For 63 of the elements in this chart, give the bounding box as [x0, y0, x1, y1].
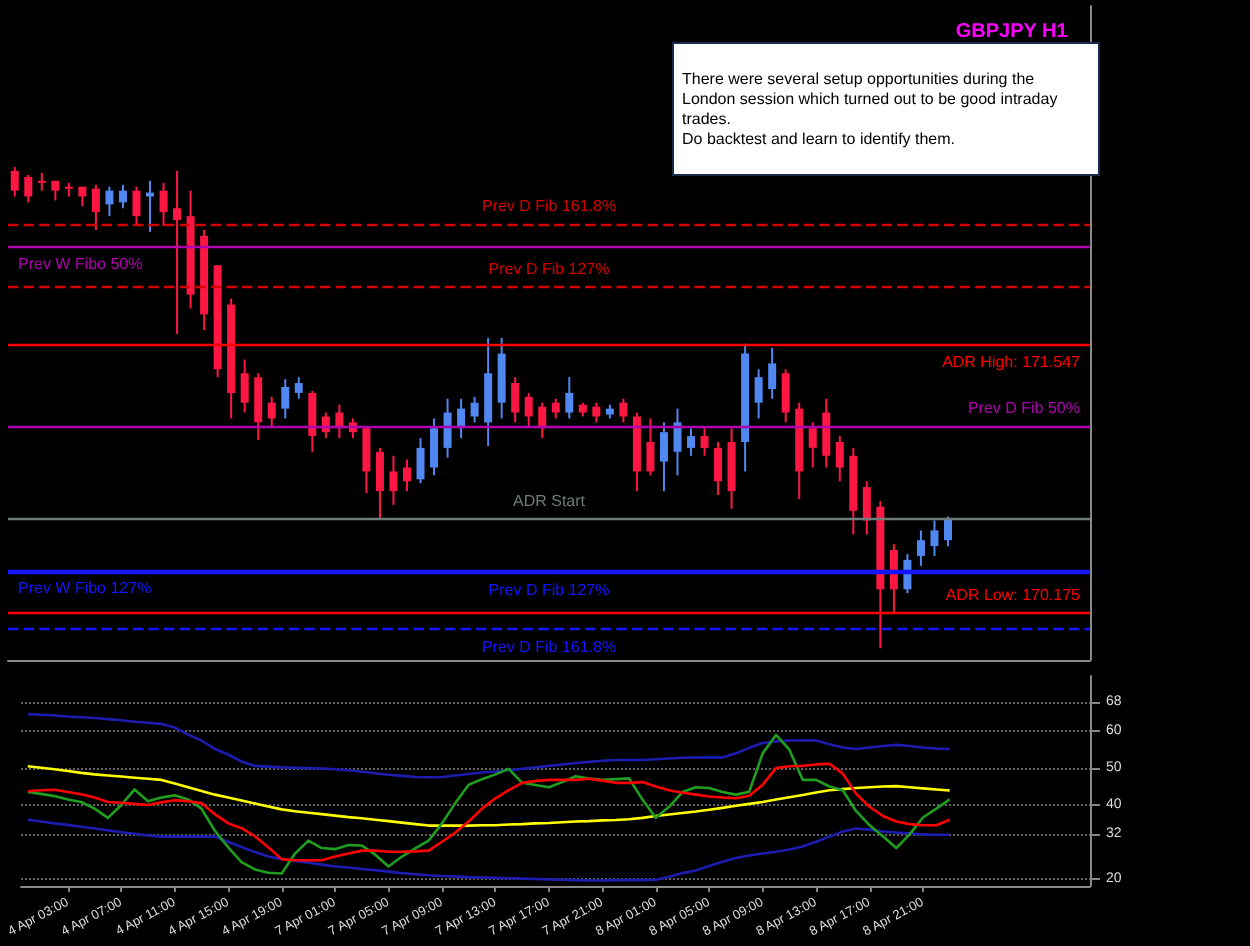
candlestick: [294, 376, 303, 400]
candlestick: [118, 183, 127, 210]
candlestick: [10, 166, 19, 198]
ref-line-label: Prev D Fib 50%: [967, 399, 1080, 418]
candlestick: [375, 446, 384, 520]
candlestick: [308, 389, 317, 453]
candlestick: [402, 458, 411, 493]
candlestick: [105, 185, 114, 218]
candlestick: [619, 397, 628, 424]
line-series: [26, 733, 952, 875]
candlestick: [362, 425, 371, 495]
ref-line-label: Prev D Fib 161.8%: [481, 637, 617, 656]
text: GBPJPY H1: [955, 21, 1069, 43]
candlestick: [916, 529, 925, 567]
candlestick: [930, 519, 939, 557]
candlestick: [768, 346, 777, 400]
candlestick: [173, 169, 182, 335]
candlestick: [430, 417, 439, 477]
line-series: [26, 762, 952, 862]
line-series: [26, 712, 952, 779]
candlestick: [565, 376, 574, 420]
candlestick: [240, 358, 249, 414]
ref-line-label: Prev D Fib 127%: [488, 259, 610, 278]
candlestick: [254, 372, 263, 442]
ref-line-label: ADR Low: 170.175: [945, 585, 1082, 604]
candlestick: [524, 391, 533, 430]
candlestick: [416, 437, 425, 485]
candlestick: [822, 397, 831, 469]
line-series: [26, 818, 952, 882]
ref-line-label: Prev D Fib 127%: [488, 580, 610, 599]
ref-line-label: Prev D Fib 161.8%: [481, 197, 617, 215]
candlestick: [470, 395, 479, 424]
candlestick: [267, 395, 276, 430]
candlestick: [91, 183, 100, 231]
ref-line-label: Prev W Fibo 50%: [18, 254, 143, 273]
candlestick: [659, 421, 668, 493]
ref-line-label: ADR Start: [512, 491, 587, 510]
candlestick: [37, 171, 46, 192]
candlestick: [943, 515, 952, 548]
candlestick: [835, 435, 844, 483]
candlestick: [146, 179, 155, 233]
candlestick: [592, 401, 601, 424]
candlestick: [281, 378, 290, 420]
candlestick: [389, 454, 398, 506]
candlestick: [24, 173, 33, 204]
candlestick: [862, 480, 871, 536]
candlestick: [714, 441, 723, 497]
candlestick: [551, 397, 560, 420]
candlestick: [511, 376, 520, 424]
ref-line-label: ADR High: 171.547: [942, 352, 1082, 371]
candlestick: [673, 407, 682, 477]
candlestick: [646, 417, 655, 477]
text-box: There were several setup opportunities during the London session which turned out to be good intraday trades. Do backtest and learn to identify them.: [672, 42, 1100, 176]
candlestick: [700, 427, 709, 457]
line-series: [26, 764, 952, 827]
ref-line-label: Prev W Fibo 127%: [18, 578, 152, 597]
candlestick: [132, 185, 141, 227]
candlestick: [781, 368, 790, 424]
candlestick: [443, 397, 452, 459]
candlestick: [159, 181, 168, 227]
candlestick: [687, 427, 696, 457]
candlestick: [754, 368, 763, 420]
candlestick: [808, 421, 817, 469]
